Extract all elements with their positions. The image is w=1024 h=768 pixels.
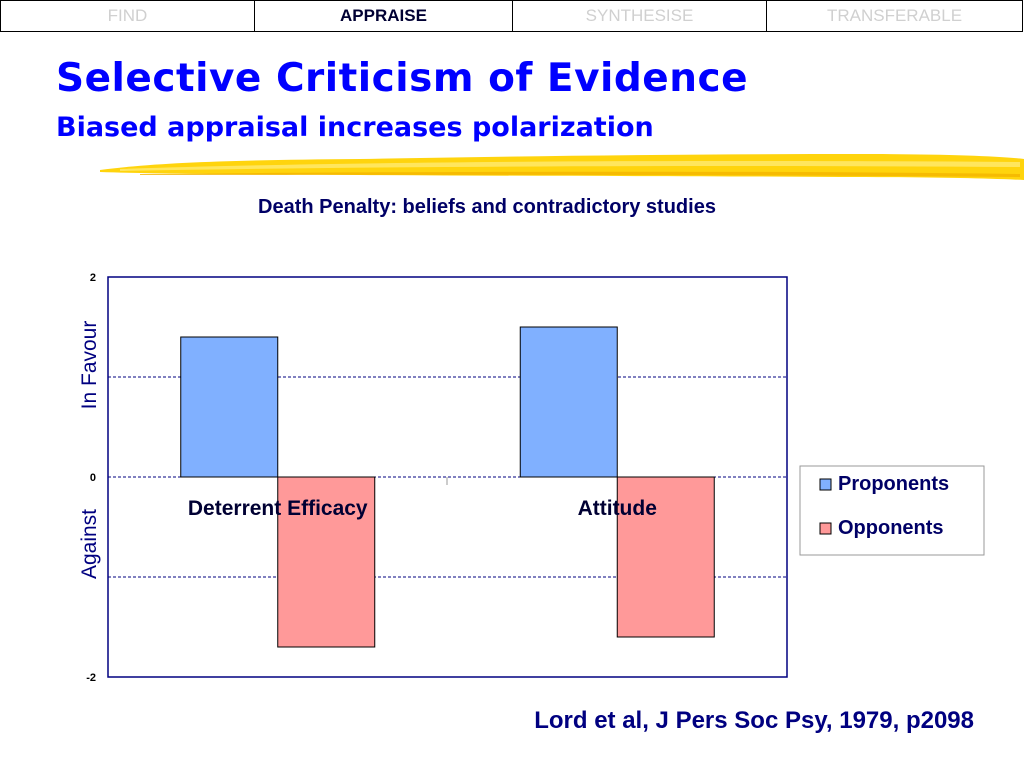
bar-proponents-0 <box>180 336 279 478</box>
y-tick-label: -2 <box>86 672 96 684</box>
brush-stroke-divider <box>100 154 1024 180</box>
bar-opponents-1 <box>616 476 715 638</box>
citation: Lord et al, J Pers Soc Psy, 1979, p2098 <box>534 707 974 734</box>
legend-swatch-opponents <box>819 522 832 535</box>
slide-subtitle: Biased appraisal increases polarization <box>56 112 654 143</box>
chart-title: Death Penalty: beliefs and contradictory… <box>258 196 716 218</box>
plot-frame <box>107 276 788 678</box>
y-tick-label: 0 <box>90 472 96 484</box>
stage-tabs: FIND APPRAISE SYNTHESISE TRANSFERABLE <box>0 0 1023 32</box>
slide-title: Selective Criticism of Evidence <box>56 56 749 101</box>
tab-synthesise[interactable]: SYNTHESISE <box>513 1 767 31</box>
legend-box <box>799 465 985 556</box>
x-category-label: Attitude <box>578 497 657 520</box>
legend-swatch-proponents <box>819 478 832 491</box>
legend-label-opponents: Opponents <box>838 517 944 539</box>
x-category-label: Deterrent Efficacy <box>188 497 368 520</box>
bar-proponents-1 <box>519 326 618 478</box>
bar-opponents-0 <box>277 476 376 648</box>
tab-find[interactable]: FIND <box>1 1 255 31</box>
y-label-against: Against <box>78 508 101 580</box>
tab-transferable[interactable]: TRANSFERABLE <box>826 6 963 25</box>
tab-appraise[interactable]: APPRAISE <box>255 1 513 31</box>
y-tick-label: 2 <box>90 272 96 284</box>
y-label-in-favour: In Favour <box>78 320 101 410</box>
legend-label-proponents: Proponents <box>838 473 949 495</box>
